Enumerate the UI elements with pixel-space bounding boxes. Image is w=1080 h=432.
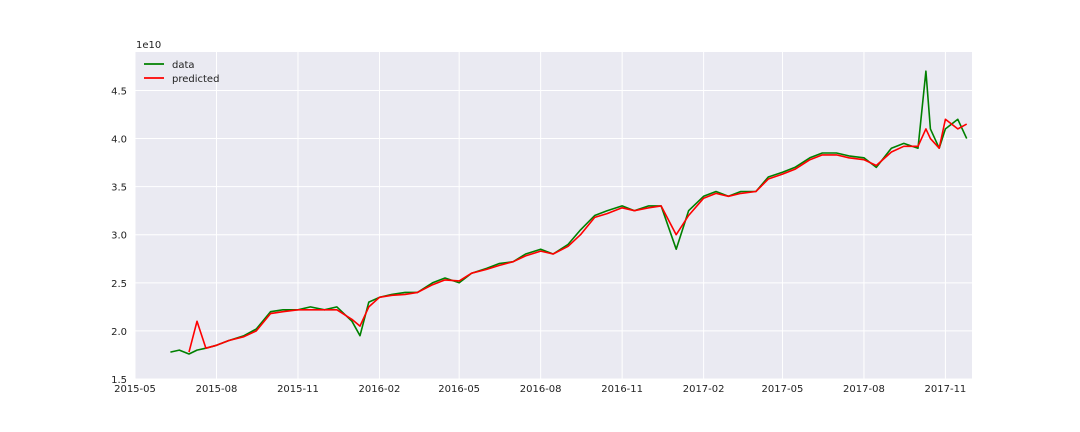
x-tick-label: 2015-08 xyxy=(196,384,238,395)
x-tick-label: 2016-05 xyxy=(438,384,480,395)
y-tick-label: 3.0 xyxy=(111,231,127,242)
offset-label: 1e10 xyxy=(136,40,161,51)
x-tick-label: 2017-02 xyxy=(683,384,725,395)
y-tick-label: 3.5 xyxy=(111,183,127,194)
series-layer xyxy=(170,70,968,355)
x-tick-label: 2016-11 xyxy=(601,384,643,395)
y-tick-label: 2.5 xyxy=(111,279,127,290)
y-tick-labels: 1.5 2.0 2.5 3.0 3.5 4.0 4.5 xyxy=(111,86,127,386)
plot-background xyxy=(135,52,972,379)
x-tick-label: 2016-02 xyxy=(359,384,401,395)
y-tick-label: 1.5 xyxy=(111,375,127,386)
series-line-predicted xyxy=(188,118,968,353)
x-tick-label: 2017-08 xyxy=(843,384,885,395)
x-tick-label: 2017-05 xyxy=(762,384,804,395)
x-tick-label: 2016-08 xyxy=(520,384,562,395)
legend-label-predicted: predicted xyxy=(172,74,219,85)
x-tick-label: 2017-11 xyxy=(925,384,967,395)
y-tick-label: 4.5 xyxy=(111,86,127,97)
y-tick-label: 4.0 xyxy=(111,135,127,146)
grid xyxy=(134,52,972,380)
x-tick-label: 2015-11 xyxy=(277,384,319,395)
x-tick-label: 2015-05 xyxy=(114,384,156,395)
legend-label-data: data xyxy=(172,60,195,71)
y-tick-label: 2.0 xyxy=(111,327,127,338)
x-tick-labels: 2015-05 2015-08 2015-11 2016-02 2016-05 2016-… xyxy=(114,384,966,395)
legend: data predicted xyxy=(144,60,219,85)
